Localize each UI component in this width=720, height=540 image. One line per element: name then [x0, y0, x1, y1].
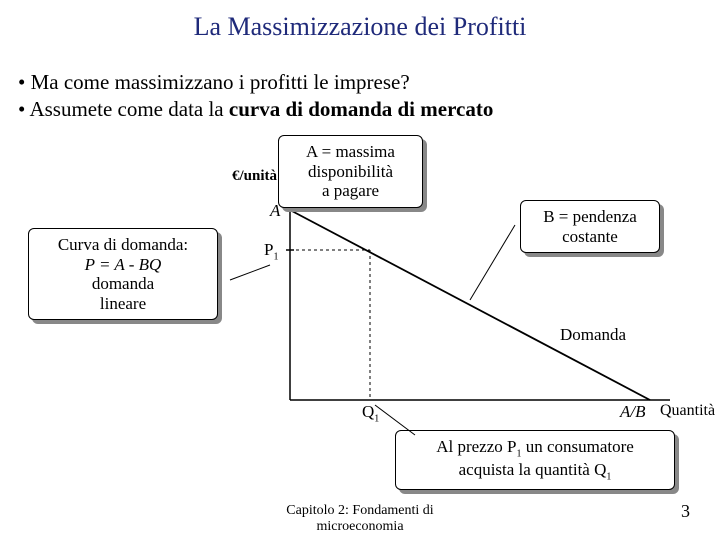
- callout-top-l1: A = massima: [291, 142, 410, 162]
- bullet-2: Assumete come data la curva di domanda d…: [18, 97, 702, 122]
- page-number: 3: [681, 501, 690, 522]
- p1-sub: 1: [273, 251, 278, 262]
- label-p1: P1: [264, 240, 278, 262]
- footer-l1: Capitolo 2: Fondamenti di: [0, 503, 720, 518]
- x-axis-label: Quantità: [660, 402, 715, 420]
- label-ab: A/B: [620, 402, 646, 422]
- callout-a-max: A = massima disponibilità a pagare: [278, 135, 423, 208]
- callout-left-l1: Curva di domanda:: [41, 235, 205, 255]
- footer-text: Capitolo 2: Fondamenti di microeconomia: [0, 503, 720, 534]
- chart-svg: [240, 180, 680, 440]
- callout-top-l2: disponibilità: [291, 162, 410, 182]
- demand-label: Domanda: [560, 325, 626, 345]
- footer-l2: microeconomia: [0, 519, 720, 534]
- demand-chart: €/unità A P1 Q1 A/B Quantità Do: [240, 180, 680, 440]
- callout-bottom-row1: Al prezzo P1 un consumatore: [408, 437, 662, 460]
- q1-q: Q: [362, 402, 374, 421]
- callout-bottom-row2: acquista la quantità Q1: [408, 460, 662, 483]
- q1-sub: 1: [374, 413, 379, 424]
- callout-left-l4: lineare: [41, 294, 205, 314]
- cb-s2: 1: [606, 471, 611, 482]
- bullet-2a: Assumete come data la: [29, 97, 228, 121]
- callout-left-l3: domanda: [41, 274, 205, 294]
- bullet-list: Ma come massimizzano i profitti le impre…: [18, 70, 702, 124]
- slide-title: La Massimizzazione dei Profitti: [0, 12, 720, 42]
- label-q1: Q1: [362, 402, 379, 424]
- callout-top-l3: a pagare: [291, 181, 410, 201]
- cb-l3: acquista la quantità Q: [459, 460, 607, 479]
- bullet-1: Ma come massimizzano i profitti le impre…: [18, 70, 702, 95]
- callout-left-l2: P = A - BQ: [41, 255, 205, 275]
- callout-demand-curve: Curva di domanda: P = A - BQ domanda lin…: [28, 228, 218, 320]
- bullet-2b: curva di domanda di mercato: [229, 97, 493, 121]
